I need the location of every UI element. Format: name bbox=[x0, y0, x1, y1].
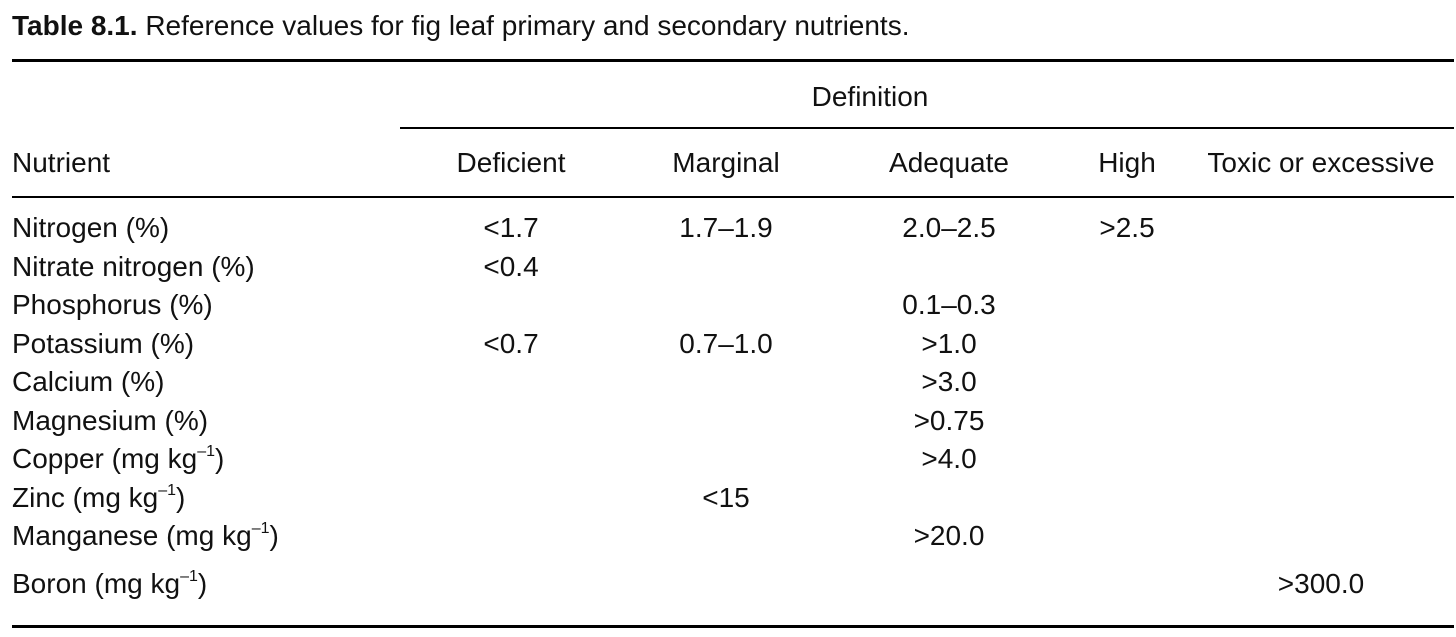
table-cell-toxic: >300.0 bbox=[1277, 568, 1365, 599]
table-row-name: Magnesium (%) bbox=[12, 405, 209, 436]
table-row-name: Zinc (mg kg–1) bbox=[12, 482, 186, 513]
table-cell-adequate: >3.0 bbox=[921, 366, 977, 397]
table-row-name: Potassium (%) bbox=[12, 328, 195, 359]
table-cell-adequate: >4.0 bbox=[921, 443, 977, 474]
table-row-name: Copper (mg kg–1) bbox=[12, 443, 225, 474]
header-deficient: Deficient bbox=[456, 147, 566, 178]
table-caption-text: Reference values for fig leaf primary an… bbox=[145, 10, 910, 41]
top-rule bbox=[12, 59, 1454, 62]
table-caption: Table 8.1. Reference values for fig leaf… bbox=[12, 6, 910, 46]
table-cell-deficient: <0.7 bbox=[483, 328, 539, 359]
header-rule bbox=[12, 196, 1454, 198]
table-cell-high: >2.5 bbox=[1099, 212, 1155, 243]
table-row-name: Nitrogen (%) bbox=[12, 212, 170, 243]
table-cell-marginal: <15 bbox=[702, 482, 750, 513]
table-cell-adequate: 0.1–0.3 bbox=[902, 289, 996, 320]
bottom-rule bbox=[12, 625, 1454, 628]
table-cell-deficient: <0.4 bbox=[483, 251, 539, 282]
table-cell-adequate: >1.0 bbox=[921, 328, 977, 359]
header-high: High bbox=[1098, 147, 1156, 178]
table-cell-adequate: >20.0 bbox=[913, 520, 985, 551]
header-nutrient: Nutrient bbox=[12, 147, 111, 178]
header-marginal: Marginal bbox=[672, 147, 780, 178]
table-row-name: Phosphorus (%) bbox=[12, 289, 213, 320]
table-row-name: Nitrate nitrogen (%) bbox=[12, 251, 255, 282]
header-adequate: Adequate bbox=[889, 147, 1009, 178]
table-label: Table 8.1. bbox=[12, 10, 138, 41]
table-cell-marginal: 1.7–1.9 bbox=[679, 212, 773, 243]
table-cell-adequate: 2.0–2.5 bbox=[902, 212, 996, 243]
group-rule bbox=[400, 127, 1454, 129]
table-cell-marginal: 0.7–1.0 bbox=[679, 328, 773, 359]
table-cell-adequate: >0.75 bbox=[913, 405, 985, 436]
table-row-name: Calcium (%) bbox=[12, 366, 165, 397]
header-group-definition: Definition bbox=[811, 81, 929, 112]
table-cell-deficient: <1.7 bbox=[483, 212, 539, 243]
table-row-name: Manganese (mg kg–1) bbox=[12, 520, 279, 551]
header-toxic: Toxic or excessive bbox=[1207, 147, 1435, 178]
table-row-name: Boron (mg kg–1) bbox=[12, 568, 208, 599]
